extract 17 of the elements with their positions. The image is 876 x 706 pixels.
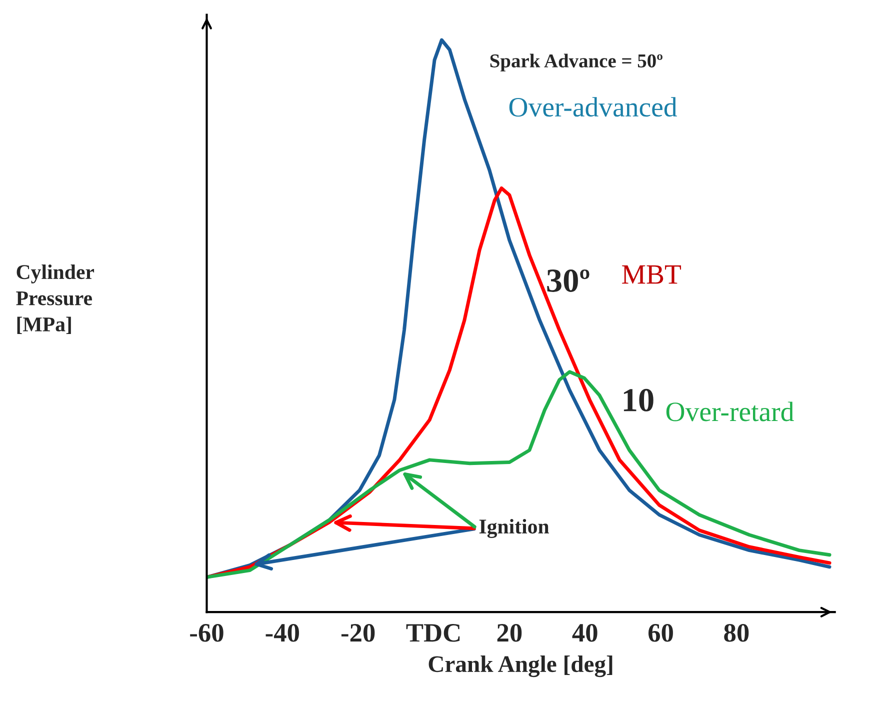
x-tick-label: -60: [190, 624, 224, 642]
x-tick-label: 60: [648, 624, 673, 642]
x-tick-label: 80: [724, 624, 749, 642]
annotation: Ignition: [479, 518, 550, 538]
x-tick-label: 40: [572, 624, 598, 642]
text: MBT: [622, 265, 682, 284]
series-label: Over-advanced: [509, 97, 677, 117]
x-tick-label: -20: [341, 624, 375, 642]
annotation: Spark Advance = 50º: [490, 54, 662, 72]
x-axis-title: Crank Angle [deg]: [428, 655, 612, 678]
x-tick-label: -40: [266, 624, 299, 642]
series-label: Over-retard: [666, 402, 794, 422]
annotation: 10: [624, 388, 654, 412]
annotation: 30º: [547, 269, 590, 292]
x-tick-label: 20: [497, 624, 522, 642]
x-tick-label: TDC: [406, 624, 460, 642]
y-axis-title: Cylinder Pressure [MPa]: [16, 264, 94, 334]
